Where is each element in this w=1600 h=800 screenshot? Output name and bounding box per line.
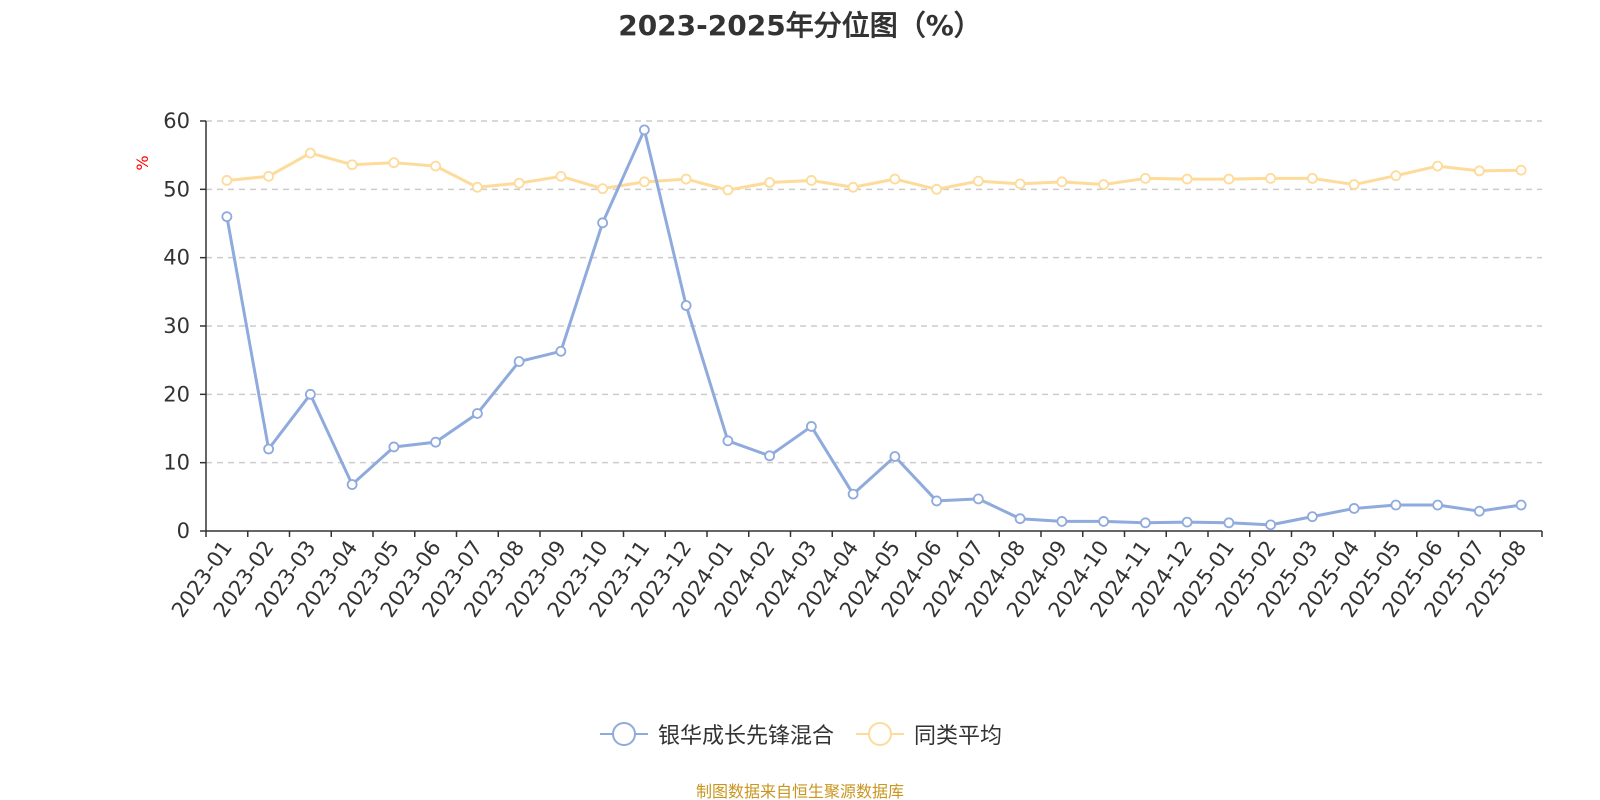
data-point	[847, 181, 859, 193]
data-point	[1265, 519, 1277, 531]
data-point	[471, 181, 483, 193]
data-point	[597, 217, 609, 229]
data-point	[1473, 505, 1485, 517]
axes	[200, 120, 1543, 537]
data-point	[471, 408, 483, 419]
data-point	[680, 173, 692, 185]
data-point	[430, 160, 442, 172]
data-point	[1432, 160, 1444, 172]
y-tick-label: 10	[163, 451, 190, 475]
source-note: 制图数据来自恒生聚源数据库	[695, 782, 904, 800]
data-point	[221, 211, 233, 223]
data-point	[430, 436, 442, 448]
data-point	[805, 175, 817, 186]
series-line-0	[225, 128, 1522, 527]
data-point	[1515, 499, 1527, 511]
data-point	[1223, 173, 1235, 185]
y-tick-label: 30	[163, 314, 190, 338]
data-point	[263, 170, 275, 182]
data-point	[1014, 513, 1026, 525]
data-point	[513, 356, 525, 367]
legend-line-circle-icon	[599, 722, 648, 746]
data-point	[722, 435, 734, 447]
data-point	[1390, 499, 1402, 511]
data-point	[513, 177, 525, 189]
data-point	[1056, 176, 1068, 188]
data-point	[1348, 179, 1360, 190]
data-point	[1348, 503, 1360, 514]
legend-item[interactable]: 银华成长先锋混合	[598, 718, 834, 750]
data-point	[1056, 516, 1068, 527]
data-point	[1098, 179, 1110, 190]
data-point	[1306, 172, 1318, 184]
line-chart: 01020304050602023-012023-022023-032023-0…	[133, 109, 1543, 622]
data-point	[388, 441, 400, 453]
data-point	[304, 388, 316, 400]
data-point	[1139, 517, 1151, 529]
legend-line-circle-icon	[856, 722, 904, 746]
data-point	[722, 184, 734, 196]
data-point	[1432, 499, 1444, 511]
data-point	[972, 493, 984, 505]
data-point	[1306, 511, 1318, 523]
data-point	[304, 147, 316, 159]
legend: 银华成长先锋混合 同类平均	[0, 718, 1600, 750]
data-point	[1014, 178, 1026, 190]
data-point	[638, 176, 650, 188]
data-point	[972, 175, 984, 187]
data-point	[346, 479, 358, 490]
data-point	[931, 183, 943, 195]
data-point	[1515, 164, 1527, 176]
grid-lines	[206, 120, 1542, 464]
data-point	[1390, 170, 1402, 182]
data-point	[1473, 165, 1485, 177]
data-point	[847, 488, 859, 500]
data-point	[805, 421, 817, 432]
legend-label: 同类平均	[914, 724, 1003, 749]
data-point	[1098, 516, 1110, 527]
legend-label: 银华成长先锋混合	[657, 724, 834, 749]
y-tick-label: 40	[163, 246, 190, 270]
y-tick-label: 20	[163, 382, 190, 406]
data-point	[1223, 517, 1235, 529]
data-point	[555, 345, 567, 357]
data-point	[346, 159, 358, 171]
data-point	[889, 451, 901, 462]
data-point	[931, 495, 943, 507]
data-point	[764, 450, 776, 462]
data-point	[263, 443, 275, 455]
chart-title: 2023-2025年分位图（%）	[618, 9, 982, 42]
series-lines	[221, 124, 1527, 531]
data-point	[1139, 172, 1151, 184]
data-point	[1265, 172, 1277, 184]
data-point	[764, 177, 776, 188]
y-axis-label: %	[133, 155, 152, 170]
series-line-1	[226, 151, 1522, 192]
data-point	[889, 173, 901, 185]
data-point	[1181, 516, 1193, 528]
data-point	[555, 170, 567, 182]
y-tick-label: 0	[177, 519, 190, 543]
data-point	[221, 175, 233, 186]
y-tick-label: 60	[163, 109, 190, 133]
y-tick-label: 50	[163, 177, 190, 201]
legend-item[interactable]: 同类平均	[854, 718, 1002, 750]
data-point	[638, 124, 650, 136]
data-point	[680, 300, 692, 311]
data-point	[1181, 173, 1193, 185]
data-point	[597, 183, 609, 195]
data-point	[388, 157, 400, 169]
